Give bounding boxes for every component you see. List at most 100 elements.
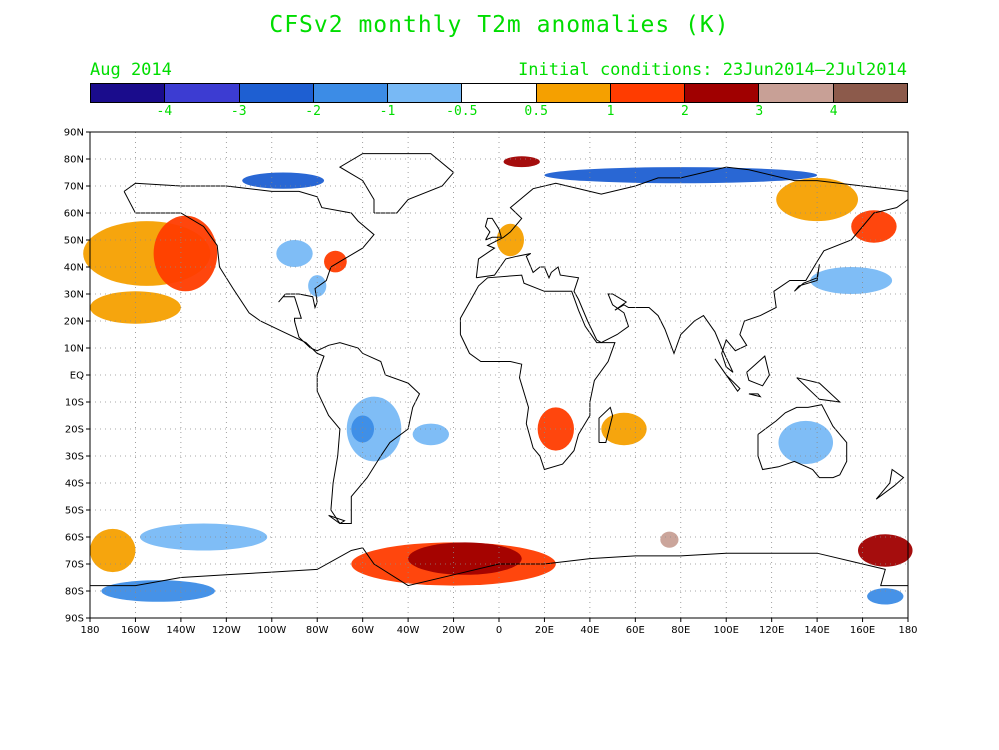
lat-label: 60N bbox=[64, 209, 84, 220]
colorbar-swatch bbox=[313, 84, 389, 102]
anomaly-region bbox=[544, 167, 818, 184]
initial-conditions: Initial conditions: 23Jun2014–2Jul2014 bbox=[518, 60, 907, 80]
lat-label: 40N bbox=[64, 263, 84, 274]
anomaly-region bbox=[242, 172, 325, 189]
anomaly-region bbox=[276, 240, 313, 267]
lon-label: 40W bbox=[397, 625, 420, 636]
lon-label: 180 bbox=[898, 625, 917, 636]
anomaly-region bbox=[139, 523, 268, 551]
colorbar-tick-labels: -4 -3 -2 -1 -0.5 0.5 1 2 3 4 bbox=[90, 104, 908, 120]
anomaly-region bbox=[308, 275, 327, 297]
lat-label: 20S bbox=[65, 425, 84, 436]
lon-label: 120W bbox=[212, 625, 241, 636]
lat-label: 70S bbox=[65, 560, 84, 571]
lat-label: 40S bbox=[65, 479, 84, 490]
lat-label: 50S bbox=[65, 506, 84, 517]
lon-label: 60E bbox=[626, 625, 645, 636]
colorbar-swatch bbox=[239, 84, 314, 102]
colorbar-swatch bbox=[685, 84, 760, 102]
lon-label: 80E bbox=[671, 625, 690, 636]
lat-label: 80N bbox=[64, 155, 84, 166]
anomaly-region bbox=[351, 415, 375, 443]
colorbar-swatch bbox=[536, 84, 611, 102]
colorbar-tick-label: 3 bbox=[755, 104, 764, 119]
colorbar-tick-label: 0.5 bbox=[524, 104, 548, 119]
colorbar-tick-label: 4 bbox=[829, 104, 838, 119]
colorbar-tick-label: -2 bbox=[305, 104, 321, 119]
colorbar-tick-label: -0.5 bbox=[446, 104, 478, 119]
anomaly-region bbox=[90, 528, 136, 573]
lon-label: 120E bbox=[759, 625, 784, 636]
colorbar-swatch bbox=[91, 84, 166, 102]
forecast-month: Aug 2014 bbox=[90, 60, 172, 80]
anomaly-region bbox=[412, 423, 450, 446]
colorbar-tick-label: -3 bbox=[230, 104, 247, 119]
lon-label: 140W bbox=[166, 625, 195, 636]
coastline bbox=[475, 166, 909, 373]
lat-label: 30N bbox=[64, 290, 84, 301]
coastline bbox=[338, 153, 455, 214]
coastline bbox=[748, 393, 762, 398]
anomaly-region bbox=[324, 250, 347, 273]
coastline bbox=[328, 514, 346, 525]
lat-label: EQ bbox=[70, 371, 84, 382]
lat-label: 50N bbox=[64, 236, 84, 247]
anomaly-region bbox=[408, 542, 522, 575]
lon-label: 160E bbox=[850, 625, 875, 636]
lon-label: 100E bbox=[714, 625, 739, 636]
coastline bbox=[123, 182, 421, 524]
colorbar-tick-label: 2 bbox=[680, 104, 689, 119]
lat-label: 10N bbox=[64, 344, 84, 355]
colorbar bbox=[90, 83, 908, 103]
coastline bbox=[746, 355, 770, 387]
anomaly-region bbox=[503, 156, 540, 168]
anomaly-region bbox=[101, 580, 215, 602]
coastline bbox=[796, 377, 842, 403]
colorbar-swatch bbox=[610, 84, 686, 102]
coastline bbox=[794, 264, 820, 292]
lon-label: 180 bbox=[80, 625, 99, 636]
coastline bbox=[757, 404, 848, 479]
lat-label: 20N bbox=[64, 317, 84, 328]
colorbar-swatch bbox=[833, 84, 907, 102]
coastline bbox=[484, 217, 502, 241]
anomaly-region bbox=[776, 177, 859, 222]
lat-label: 30S bbox=[65, 452, 84, 463]
colorbar-tick-label: -1 bbox=[379, 104, 396, 119]
colorbar-swatch bbox=[165, 84, 240, 102]
anomaly-region bbox=[810, 267, 893, 294]
chart-title: CFSv2 monthly T2m anomalies (K) bbox=[269, 12, 730, 38]
anomaly-region bbox=[858, 534, 913, 567]
coastline bbox=[714, 358, 741, 393]
anomaly-region bbox=[851, 210, 897, 243]
anomaly-region bbox=[601, 412, 647, 446]
lon-label: 40E bbox=[580, 625, 599, 636]
coastline bbox=[875, 468, 905, 500]
anomaly-region bbox=[778, 420, 834, 465]
lon-label: 20W bbox=[442, 625, 465, 636]
lon-label: 80W bbox=[306, 625, 329, 636]
lat-label: 70N bbox=[64, 182, 84, 193]
lat-label: 90S bbox=[65, 614, 84, 625]
anomaly-region bbox=[153, 215, 218, 292]
coastline bbox=[90, 547, 908, 587]
lat-label: 80S bbox=[65, 587, 84, 598]
lon-label: 160W bbox=[121, 625, 150, 636]
coastline bbox=[598, 406, 614, 443]
lat-label: 60S bbox=[65, 533, 84, 544]
colorbar-swatch bbox=[462, 84, 537, 102]
lat-label: 90N bbox=[64, 128, 84, 139]
lon-label: 140E bbox=[804, 625, 829, 636]
anomaly-region bbox=[660, 531, 679, 548]
lat-label: 10S bbox=[65, 398, 84, 409]
lon-label: 60W bbox=[351, 625, 374, 636]
lon-label: 0 bbox=[496, 625, 502, 636]
lon-label: 100W bbox=[257, 625, 286, 636]
lon-label: 20E bbox=[535, 625, 554, 636]
colorbar-swatch bbox=[388, 84, 463, 102]
colorbar-tick-label: 1 bbox=[606, 104, 615, 119]
colorbar-swatch bbox=[759, 84, 834, 102]
colorbar-tick-label: -4 bbox=[156, 104, 173, 119]
anomaly-region bbox=[867, 588, 904, 605]
